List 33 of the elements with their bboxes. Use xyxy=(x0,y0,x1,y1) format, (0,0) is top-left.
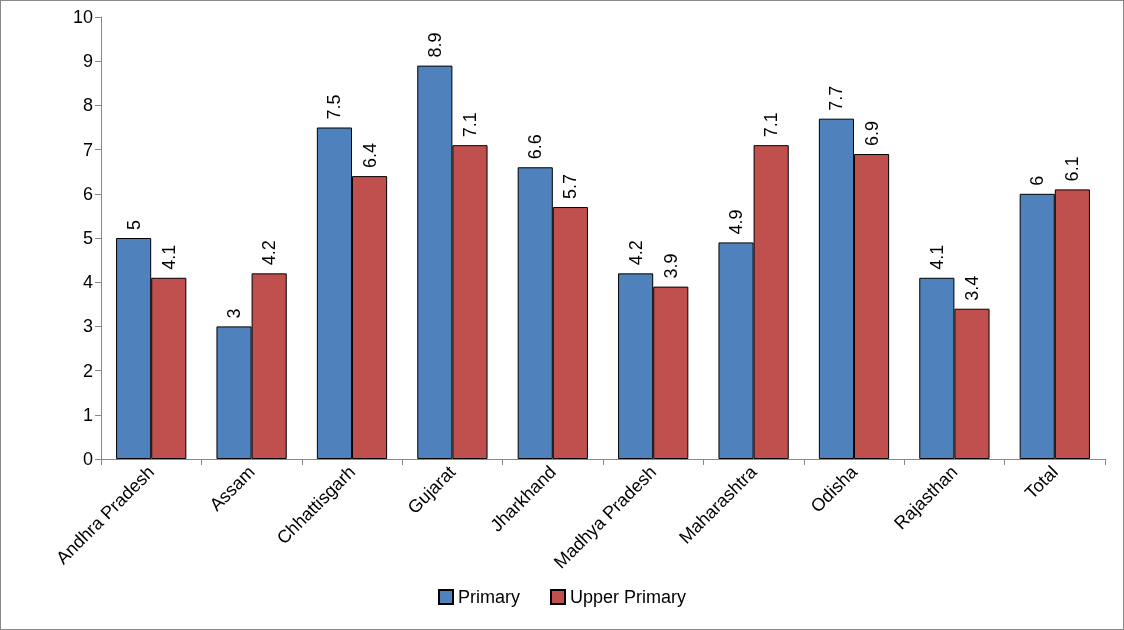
data-label: 3 xyxy=(224,308,245,319)
y-tick-label: 9 xyxy=(82,51,93,72)
y-tick-label: 10 xyxy=(72,7,93,27)
data-label: 5.7 xyxy=(560,174,581,200)
y-tick-label: 7 xyxy=(82,139,93,160)
data-label: 7.1 xyxy=(761,112,782,138)
y-tick-label: 3 xyxy=(82,316,93,337)
data-label: 4.1 xyxy=(926,244,947,270)
data-label: 3.4 xyxy=(961,275,982,301)
data-label: 8.9 xyxy=(424,32,445,58)
legend-label: Upper Primary xyxy=(569,587,687,607)
data-label: 4.9 xyxy=(726,209,747,235)
data-label: 7.1 xyxy=(459,112,480,138)
data-label: 4.2 xyxy=(625,240,646,266)
data-label: 7.5 xyxy=(324,94,345,120)
y-tick-label: 5 xyxy=(82,228,93,248)
data-label: 4.2 xyxy=(259,240,280,266)
y-tick-label: 1 xyxy=(82,404,93,425)
y-tick-label: 8 xyxy=(82,95,93,116)
data-label: 6.6 xyxy=(525,134,546,160)
data-label: 3.9 xyxy=(660,253,681,279)
y-tick-label: 2 xyxy=(82,360,93,381)
data-label: 6.1 xyxy=(1062,156,1083,182)
data-label: 6.9 xyxy=(861,120,882,147)
data-label: 6.4 xyxy=(359,143,380,169)
y-tick-label: 6 xyxy=(82,183,93,204)
y-tick-label: 0 xyxy=(82,449,93,469)
data-label: 4.1 xyxy=(158,244,179,270)
legend-label: Primary xyxy=(457,587,520,607)
data-label: 6 xyxy=(1027,175,1048,186)
data-label: 5 xyxy=(123,219,144,230)
data-label: 7.7 xyxy=(826,85,847,111)
y-tick-label: 4 xyxy=(82,272,93,293)
